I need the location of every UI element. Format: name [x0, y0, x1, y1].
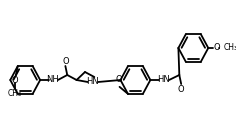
Text: O: O	[213, 44, 220, 52]
Text: HN: HN	[157, 75, 170, 84]
Text: NH: NH	[46, 75, 59, 84]
Text: HN: HN	[86, 77, 99, 86]
Text: O: O	[178, 84, 185, 93]
Text: CH₃: CH₃	[8, 89, 22, 98]
Text: O: O	[62, 57, 69, 66]
Text: O: O	[115, 75, 122, 84]
Text: CH₃: CH₃	[224, 44, 236, 52]
Text: O: O	[12, 76, 18, 85]
